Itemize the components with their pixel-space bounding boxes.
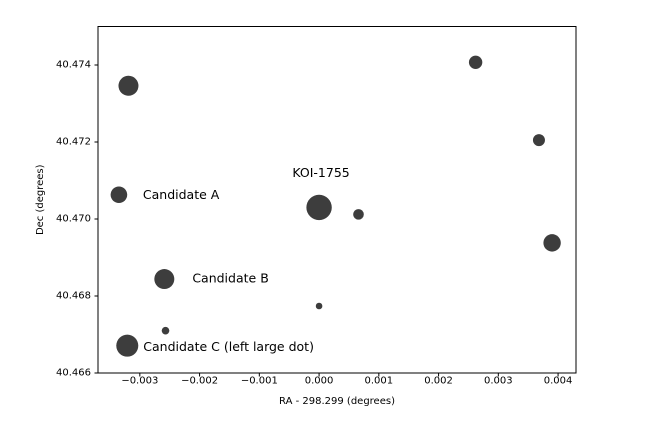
data-point-candidate-a [110,186,128,204]
data-point-candidate-c [116,334,139,357]
y-tick-label: 40.474 [56,60,91,71]
data-point-star-above-c [161,326,170,335]
x-tick-label: 0.001 [365,376,394,387]
y-axis-label: Dec (degrees) [35,164,46,235]
x-tick-label: 0.004 [544,376,573,387]
annotation-candidate-a: Candidate A [143,187,220,202]
data-point-star-upper-left [118,75,139,96]
annotation-koi-1755: KOI-1755 [292,165,349,180]
annotation-candidate-c-left-large-dot: Candidate C (left large dot) [143,339,314,354]
x-tick-label: −0.002 [181,376,218,387]
data-point-star-right-of-koi [353,209,364,220]
data-point-star-lower-right [543,234,561,252]
x-tick-label: −0.003 [121,376,158,387]
y-tick-label: 40.466 [56,368,91,379]
data-point-star-upper-right [468,55,483,70]
data-point-star-below-koi [315,302,323,310]
data-point-koi-1755 [306,194,332,221]
y-tick-label: 40.468 [56,291,91,302]
x-axis-label: RA - 298.299 (degrees) [279,396,395,407]
y-tick-label: 40.472 [56,137,91,148]
x-tick-label: 0.003 [484,376,513,387]
x-tick-label: 0.000 [305,376,334,387]
data-point-candidate-b [154,269,175,290]
annotation-candidate-b: Candidate B [192,271,268,286]
x-tick-label: 0.002 [424,376,453,387]
plot-border [97,26,577,374]
y-tick-label: 40.470 [56,214,91,225]
data-point-star-right-middle [532,134,545,147]
x-tick-label: −0.001 [241,376,278,387]
